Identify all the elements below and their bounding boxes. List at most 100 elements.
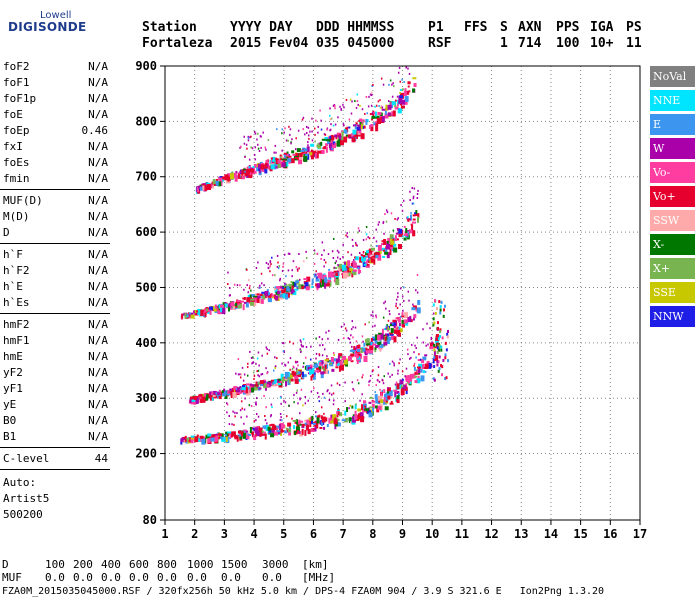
echo-point: [320, 406, 323, 409]
echo-point: [291, 138, 293, 141]
echo-point: [266, 372, 268, 375]
echo-point: [283, 351, 286, 354]
echo-point: [284, 293, 288, 300]
echo-point: [417, 213, 420, 219]
echo-point: [232, 410, 234, 413]
echo-point: [284, 377, 288, 380]
echo-point: [346, 235, 349, 238]
echo-point: [277, 382, 281, 385]
echo-point: [368, 237, 371, 240]
echo-point: [399, 328, 403, 333]
echo-point: [282, 342, 284, 345]
echo-point: [314, 140, 316, 143]
echo-point: [311, 130, 313, 133]
echo-point: [230, 301, 235, 307]
echo-point: [351, 416, 354, 422]
echo-point: [262, 380, 266, 385]
y-tick-label: 900: [135, 59, 157, 73]
x-tick-label: 13: [514, 527, 528, 541]
echo-point: [258, 169, 261, 174]
header-value-3: RSF: [428, 36, 452, 51]
echo-point: [227, 283, 229, 286]
echo-point: [385, 400, 388, 403]
echo-point: [240, 400, 243, 403]
echo-point: [360, 133, 365, 140]
echo-point: [378, 221, 380, 224]
echo-point: [317, 367, 320, 374]
echo-point: [424, 363, 429, 368]
echo-point: [407, 290, 410, 293]
echo-point: [439, 330, 442, 334]
echo-point: [375, 125, 379, 132]
echo-point: [356, 100, 359, 103]
header-label-3: P1: [428, 20, 444, 35]
echo-point: [401, 312, 404, 316]
muf-value: 0.0: [221, 571, 241, 584]
echo-point: [251, 147, 254, 150]
x-tick-label: 4: [250, 527, 257, 541]
echo-point: [304, 395, 307, 398]
echo-point: [415, 213, 420, 216]
echo-point: [365, 260, 368, 267]
echo-point: [383, 344, 386, 347]
echo-point: [307, 144, 309, 147]
echo-point: [321, 421, 324, 427]
echo-point: [404, 312, 409, 319]
echo-point: [262, 431, 266, 434]
echo-point: [381, 378, 384, 381]
echo-point: [333, 419, 338, 425]
echo-point: [264, 167, 268, 174]
echo-point: [414, 344, 416, 347]
echo-point: [252, 170, 257, 174]
echo-point: [324, 364, 327, 371]
echo-point: [266, 384, 270, 387]
echo-point: [204, 393, 207, 398]
echo-point: [355, 106, 358, 109]
echo-point: [333, 270, 338, 273]
echo-point: [405, 367, 408, 370]
echo-point: [263, 394, 265, 397]
echo-point: [354, 100, 356, 103]
echo-point: [348, 266, 352, 270]
echo-point: [317, 131, 319, 134]
param-name: MUF(D): [3, 194, 43, 207]
echo-point: [202, 185, 205, 191]
echo-point: [248, 279, 250, 282]
echo-point: [324, 361, 328, 365]
echo-point: [379, 388, 381, 391]
echo-point: [365, 250, 369, 254]
echo-point: [282, 342, 285, 345]
legend-item: X-: [650, 234, 695, 255]
echo-point: [396, 238, 399, 241]
echo-point: [405, 66, 407, 69]
echo-point: [285, 139, 288, 142]
echo-point: [285, 427, 288, 430]
echo-point: [259, 380, 264, 387]
echo-point: [270, 423, 275, 426]
echo-point: [347, 267, 352, 271]
echo-point: [253, 163, 257, 168]
echo-point: [334, 123, 337, 126]
echo-point: [321, 338, 324, 341]
echo-point: [371, 84, 373, 87]
echo-point: [332, 403, 335, 406]
echo-point: [403, 319, 408, 324]
echo-point: [283, 131, 285, 134]
echo-point: [408, 375, 413, 382]
echo-point: [423, 370, 427, 373]
echo-point: [391, 83, 393, 86]
echo-point: [311, 117, 313, 120]
echo-point: [351, 260, 356, 263]
echo-point: [444, 377, 447, 381]
echo-point: [412, 218, 416, 221]
echo-point: [320, 372, 324, 379]
echo-point: [270, 414, 273, 417]
echo-point: [224, 303, 228, 308]
param-value: N/A: [88, 366, 108, 379]
echo-point: [377, 112, 382, 116]
echo-point: [332, 257, 335, 260]
echo-point: [329, 118, 332, 121]
echo-point: [223, 388, 226, 392]
echo-point: [288, 378, 291, 384]
echo-point: [328, 399, 331, 402]
